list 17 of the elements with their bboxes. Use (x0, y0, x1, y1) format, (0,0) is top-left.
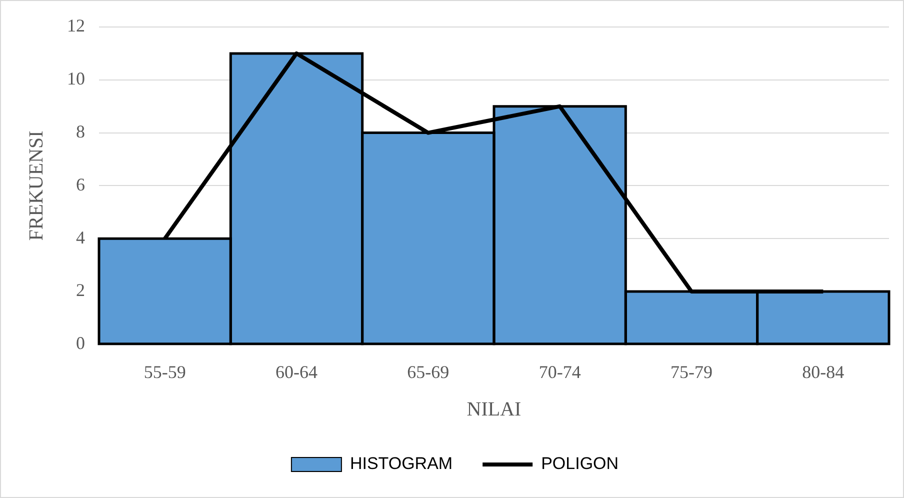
legend-label: HISTOGRAM (350, 454, 453, 474)
x-tick-label: 80-84 (802, 362, 844, 382)
x-tick-label: 75-79 (670, 362, 712, 382)
y-tick-label: 0 (76, 333, 85, 354)
legend-label: POLIGON (541, 454, 619, 474)
y-axis-title: FREKUENSI (25, 130, 48, 241)
x-tick-label: 65-69 (407, 362, 450, 382)
y-tick-label: 4 (76, 227, 85, 248)
y-tick-label: 2 (76, 280, 85, 300)
y-tick-label: 8 (76, 122, 85, 142)
x-tick-label: 55-59 (144, 362, 186, 382)
x-tick-label: 60-64 (276, 362, 318, 382)
x-axis-title: NILAI (466, 398, 522, 420)
y-tick-label: 12 (67, 16, 85, 36)
x-tick-label: 70-74 (538, 362, 581, 382)
y-tick-label: 6 (76, 174, 85, 194)
y-tick-label: 10 (67, 68, 85, 89)
